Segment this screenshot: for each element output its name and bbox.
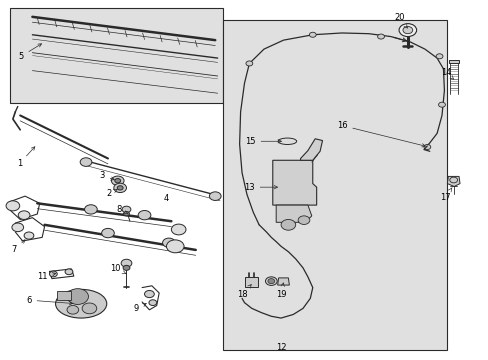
Circle shape bbox=[298, 216, 309, 225]
Text: 3: 3 bbox=[99, 171, 114, 180]
Circle shape bbox=[84, 205, 97, 214]
Text: 5: 5 bbox=[19, 44, 41, 61]
Text: 4: 4 bbox=[163, 194, 169, 203]
Polygon shape bbox=[448, 60, 458, 63]
Circle shape bbox=[115, 179, 121, 183]
Text: 9: 9 bbox=[133, 303, 146, 313]
Text: 18: 18 bbox=[236, 284, 251, 299]
Text: 20: 20 bbox=[393, 13, 407, 28]
Text: 12: 12 bbox=[275, 343, 286, 352]
Text: 8: 8 bbox=[116, 205, 127, 214]
Text: 16: 16 bbox=[336, 121, 425, 147]
Text: 15: 15 bbox=[244, 137, 281, 146]
Circle shape bbox=[122, 206, 131, 213]
Polygon shape bbox=[222, 21, 446, 350]
Text: 19: 19 bbox=[275, 283, 286, 299]
Text: 2: 2 bbox=[106, 189, 117, 198]
Circle shape bbox=[111, 176, 124, 185]
Text: 17: 17 bbox=[439, 188, 451, 202]
Circle shape bbox=[123, 212, 129, 216]
Circle shape bbox=[309, 32, 316, 37]
Text: 10: 10 bbox=[110, 265, 126, 274]
Text: 11: 11 bbox=[37, 272, 56, 281]
Polygon shape bbox=[276, 205, 311, 222]
Ellipse shape bbox=[278, 138, 296, 144]
Circle shape bbox=[398, 24, 416, 37]
Polygon shape bbox=[272, 160, 316, 205]
Circle shape bbox=[149, 300, 157, 306]
Text: 7: 7 bbox=[12, 240, 25, 255]
Circle shape bbox=[102, 228, 114, 238]
Circle shape bbox=[438, 102, 445, 107]
Circle shape bbox=[80, 158, 92, 166]
Circle shape bbox=[114, 183, 126, 193]
Circle shape bbox=[267, 279, 274, 284]
Polygon shape bbox=[245, 277, 258, 287]
Circle shape bbox=[423, 144, 430, 149]
Text: 13: 13 bbox=[244, 183, 277, 192]
Circle shape bbox=[121, 259, 132, 267]
Polygon shape bbox=[447, 176, 459, 186]
Polygon shape bbox=[57, 291, 71, 300]
Circle shape bbox=[24, 232, 34, 239]
Circle shape bbox=[209, 192, 221, 201]
Ellipse shape bbox=[56, 289, 106, 318]
Circle shape bbox=[67, 306, 79, 314]
Circle shape bbox=[245, 61, 252, 66]
Circle shape bbox=[67, 289, 88, 305]
Circle shape bbox=[117, 186, 123, 190]
Circle shape bbox=[123, 265, 130, 270]
Circle shape bbox=[265, 277, 277, 285]
Circle shape bbox=[281, 220, 295, 230]
Circle shape bbox=[18, 211, 30, 220]
Polygon shape bbox=[277, 278, 289, 285]
Circle shape bbox=[435, 54, 442, 59]
Circle shape bbox=[377, 34, 384, 39]
Circle shape bbox=[162, 238, 175, 247]
Circle shape bbox=[49, 271, 57, 277]
Circle shape bbox=[166, 240, 183, 253]
Polygon shape bbox=[300, 139, 322, 160]
Text: 1: 1 bbox=[17, 147, 35, 168]
Polygon shape bbox=[10, 8, 222, 103]
Circle shape bbox=[65, 269, 73, 275]
Circle shape bbox=[402, 27, 412, 34]
Text: 6: 6 bbox=[26, 296, 73, 305]
Circle shape bbox=[82, 303, 97, 314]
Circle shape bbox=[144, 291, 154, 298]
Circle shape bbox=[138, 211, 151, 220]
Circle shape bbox=[12, 223, 23, 231]
Circle shape bbox=[6, 201, 20, 211]
Text: 14: 14 bbox=[440, 68, 453, 80]
Circle shape bbox=[171, 224, 185, 235]
